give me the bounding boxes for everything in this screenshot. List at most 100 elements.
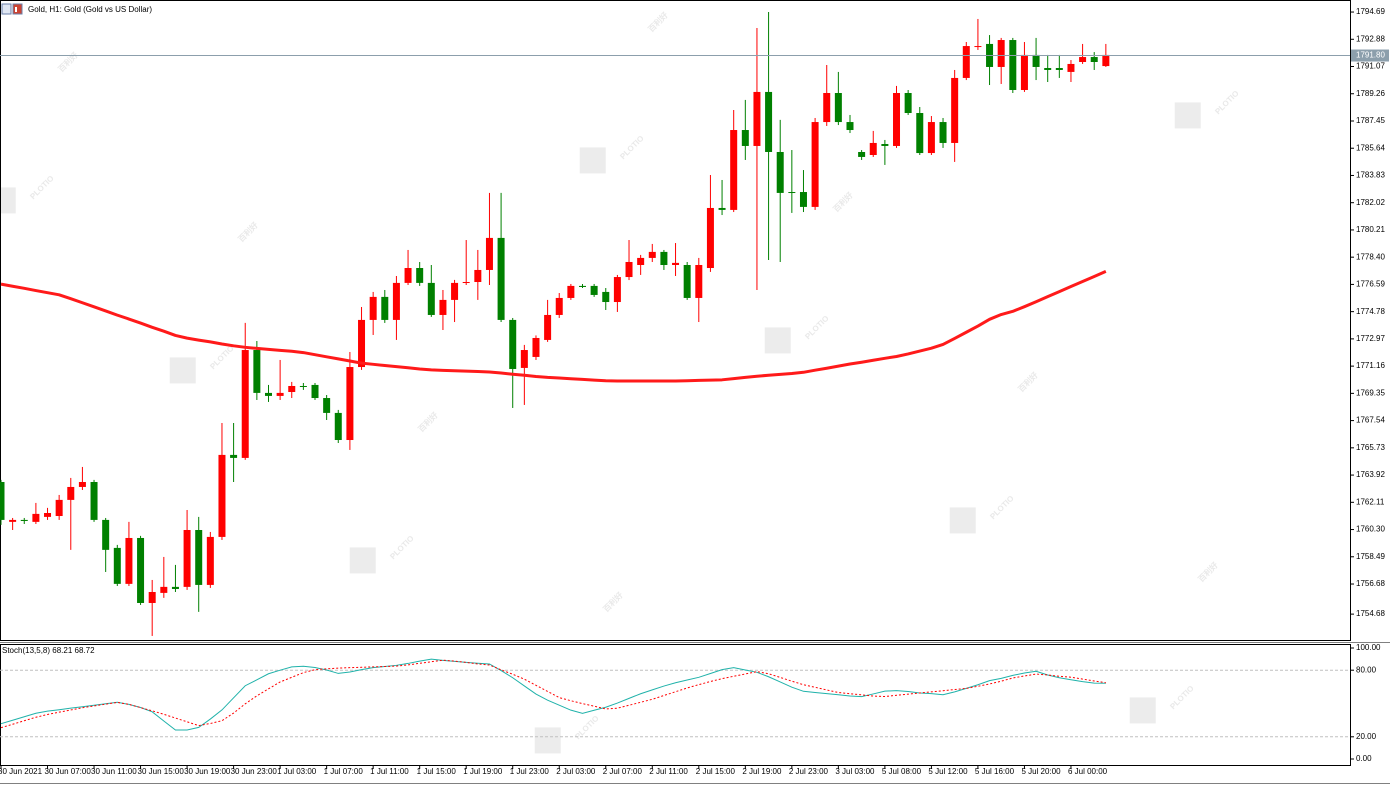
stoch-panel-frame <box>0 644 1351 766</box>
series-line <box>0 658 1106 731</box>
candle-body <box>637 257 645 265</box>
candle-body <box>148 591 156 603</box>
y-tick-label: 1762.11 <box>1356 497 1385 506</box>
candle-body <box>869 142 877 155</box>
watermark-text: PLOTIO <box>1213 89 1240 116</box>
watermark-logo <box>1129 697 1156 724</box>
candle-body <box>1090 57 1098 62</box>
candle-body <box>776 151 784 193</box>
candle-body <box>555 297 563 315</box>
candle-body <box>927 122 935 154</box>
watermark-layer: PLOTIO 百利好 PLOTIO 百利好 PLOTIO 百利好 PLOTIO 百利好 PLOT… <box>0 10 1241 754</box>
candle-body <box>567 285 575 298</box>
watermark-text: PLOTIO <box>803 314 830 341</box>
candle-body <box>253 350 261 393</box>
candle-body <box>218 454 226 537</box>
candle-body <box>520 350 528 368</box>
candle-body <box>137 537 145 603</box>
candle-body <box>951 77 959 143</box>
y-tick-label: 1767.54 <box>1356 416 1385 425</box>
candle-body <box>602 291 610 303</box>
x-tick-label: 5 Jul 20:00 <box>1021 767 1061 776</box>
main-panel-frame <box>0 0 1351 641</box>
candle-body <box>497 237 505 320</box>
symbol-icons <box>1 3 23 15</box>
x-tick-label: 2 Jul 19:00 <box>742 767 782 776</box>
candle-body <box>334 412 342 441</box>
y-tick-label: 0.00 <box>1356 754 1372 763</box>
candle-body <box>939 122 947 143</box>
watermark-logo <box>169 357 196 384</box>
x-tick-label: 3 Jul 03:00 <box>835 767 875 776</box>
y-tick-label: 1785.64 <box>1356 143 1385 152</box>
x-tick-label: 1 Jul 07:00 <box>324 767 364 776</box>
candle-body <box>1020 54 1028 90</box>
y-tick-label: 1789.26 <box>1356 89 1385 98</box>
candle-body <box>532 337 540 357</box>
candle-body <box>474 269 482 283</box>
watermark-logo <box>1174 102 1201 129</box>
x-tick-label: 6 Jul 00:00 <box>1068 767 1108 776</box>
y-tick-label: 1778.40 <box>1356 252 1385 261</box>
candle-body <box>904 92 912 114</box>
candle-body <box>230 454 238 458</box>
watermark-logo <box>949 507 976 534</box>
x-tick-label: 30 Jun 23:00 <box>231 767 278 776</box>
candle-body <box>962 46 970 78</box>
candle-body <box>0 481 5 520</box>
indicator-title: Stoch(13,5,8) 68.21 68.72 <box>2 646 95 655</box>
x-tick-label: 2 Jul 23:00 <box>789 767 829 776</box>
watermark-logo <box>349 547 376 574</box>
candle-body <box>718 207 726 210</box>
candle-body <box>288 385 296 393</box>
watermark-text: PLOTIO <box>28 174 55 201</box>
x-tick-label: 5 Jul 08:00 <box>882 767 922 776</box>
x-tick-label: 30 Jun 11:00 <box>91 767 137 776</box>
x-tick-label: 30 Jun 15:00 <box>138 767 185 776</box>
x-tick-label: 1 Jul 23:00 <box>510 767 550 776</box>
candle-body <box>1044 68 1052 70</box>
y-tick-label: 100.00 <box>1356 643 1381 652</box>
candle-body <box>881 144 889 146</box>
watermark-text: 百利好 <box>1196 560 1220 584</box>
watermark-logo <box>534 727 561 754</box>
candle-body <box>264 392 272 396</box>
candle-body <box>695 264 703 298</box>
candle-body <box>660 251 668 265</box>
watermark-text: 百利好 <box>1016 370 1040 394</box>
candle-body <box>846 122 854 131</box>
candle-body <box>451 282 459 300</box>
series-line <box>0 269 1107 383</box>
candle-body <box>32 513 40 522</box>
candle-body <box>544 314 552 340</box>
candle-body <box>916 113 924 154</box>
y-tick-label: 1792.88 <box>1356 34 1385 43</box>
candle-body <box>788 192 796 194</box>
candle-body <box>427 282 435 315</box>
price-plot <box>0 12 1350 636</box>
stoch-plot <box>0 658 1350 738</box>
watermark-text: PLOTIO <box>1168 684 1195 711</box>
watermark-text: PLOTIO <box>208 344 235 371</box>
candle-body <box>183 529 191 587</box>
y-tick-label: 1787.45 <box>1356 116 1385 125</box>
x-tick-label: 2 Jul 07:00 <box>603 767 643 776</box>
candle-body <box>509 319 517 369</box>
candle-body <box>741 130 749 146</box>
candle-body <box>579 285 586 287</box>
candle-body <box>462 282 470 284</box>
y-tick-label: 1769.35 <box>1356 388 1385 397</box>
candle-body <box>44 512 52 517</box>
candle-body <box>625 261 633 278</box>
candle-body <box>404 268 412 283</box>
watermark-text: PLOTIO <box>618 134 645 161</box>
candle-body <box>171 586 179 589</box>
